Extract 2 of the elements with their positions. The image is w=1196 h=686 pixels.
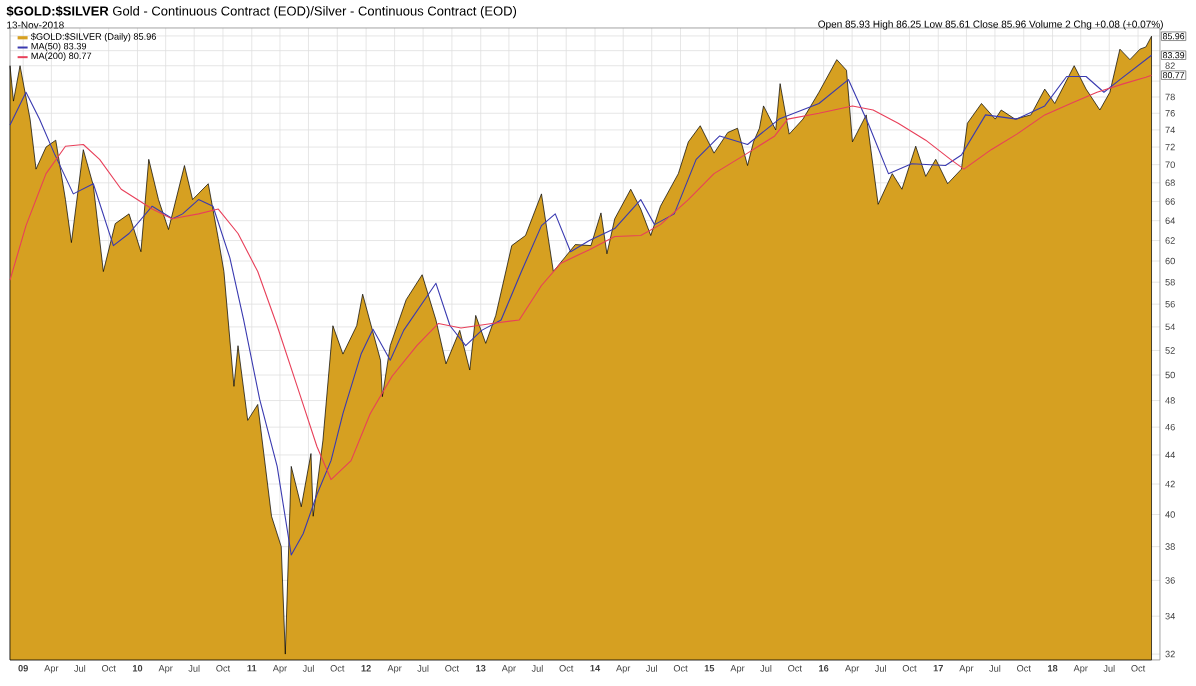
- line-series: [9, 74, 1153, 481]
- line-series: [9, 54, 1153, 556]
